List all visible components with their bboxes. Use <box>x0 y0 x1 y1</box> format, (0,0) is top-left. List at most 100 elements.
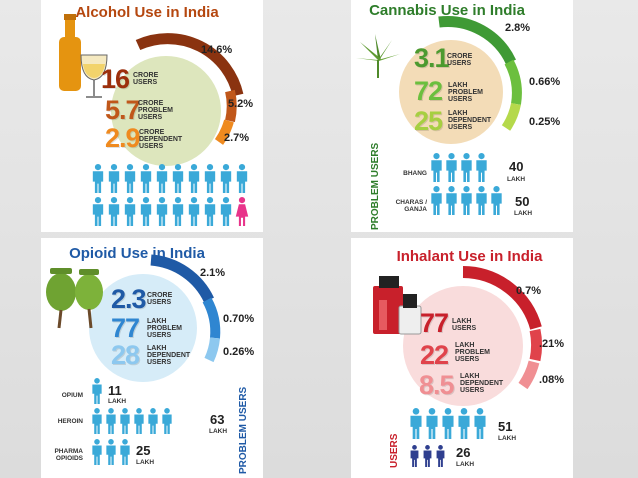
opioid-row-unit-heroin: LAKH <box>209 428 228 435</box>
person-icon <box>476 186 487 215</box>
person-icon <box>148 408 158 434</box>
cannabis-label-users: CRORE USERS <box>447 53 473 67</box>
person-icon <box>410 408 422 439</box>
alcohol-arc-middle <box>225 89 237 123</box>
person-icon <box>106 439 116 465</box>
inhalant-arc-middle <box>529 328 543 362</box>
opioid-number-problem: 77 <box>111 313 140 343</box>
opioid-people-pharma <box>91 439 131 465</box>
cannabis-number-users: 3.1 <box>414 43 450 73</box>
inhalant-row-unit-children: LAKH <box>456 461 475 468</box>
alcohol-pct-bot: 2.7% <box>224 132 250 144</box>
inhalant-title: Inhalant Use in India <box>396 248 543 265</box>
cannabis-leaf-icon <box>356 34 400 78</box>
alcohol-label-problem: CRORE PROBLEM USERS <box>138 100 173 121</box>
opioid-label-users: CRORE USERS <box>147 292 173 306</box>
opioid-row-value-opium: 11 <box>108 383 122 398</box>
opioid-pct-mid: 0.70% <box>223 313 255 325</box>
inhalant-circle <box>403 286 523 406</box>
cannabis-row-value-charas: 50 <box>515 194 530 209</box>
inhalant-graphics <box>373 266 543 406</box>
person-icon <box>458 408 470 439</box>
cannabis-people-charas <box>430 186 503 215</box>
cannabis-graphics <box>356 16 522 144</box>
cannabis-title: Cannabis Use in India <box>369 2 525 19</box>
person-icon <box>134 408 144 434</box>
person-icon <box>220 197 232 226</box>
person-icon <box>461 153 472 182</box>
bottle-icon <box>59 14 81 91</box>
cannabis-label-dependent: LAKH DEPENDENT USERS <box>448 110 492 131</box>
cannabis-row-unit-bhang: LAKH <box>507 176 526 183</box>
cannabis-side-label: PROBLEM USERS <box>370 142 381 230</box>
inhalant-side-label: USERS <box>389 433 400 468</box>
alcohol-arc-inner <box>214 119 234 145</box>
person-icon <box>423 445 432 467</box>
person-icon <box>188 197 200 226</box>
opioid-arc-middle <box>202 297 221 339</box>
inhalant-arc-inner <box>518 360 540 390</box>
opioid-row-value-heroin: 63 <box>210 412 225 427</box>
person-icon <box>431 153 442 182</box>
person-icon <box>436 445 445 467</box>
person-icon <box>120 408 130 434</box>
female-person-icon <box>235 197 249 226</box>
paint-can-icon <box>373 276 422 335</box>
cannabis-number-dependent: 25 <box>414 106 443 136</box>
cannabis-row-unit-charas: LAKH <box>514 210 533 217</box>
opioid-row-value-pharma: 25 <box>136 443 151 458</box>
cannabis-row-value-bhang: 40 <box>509 159 524 174</box>
cannabis-number-problem: 72 <box>414 76 443 106</box>
cannabis-circle <box>399 40 503 144</box>
alcohol-people-row-2 <box>91 197 249 226</box>
cannabis-row-label-bhang: BHANG <box>403 170 427 177</box>
alcohol-panel: Alcohol Use in India 14.6% 5.2% 2.7% 16 … <box>41 0 263 232</box>
alcohol-number-problem: 5.7 <box>105 95 141 125</box>
wine-glass-icon <box>80 54 108 98</box>
person-icon <box>92 408 102 434</box>
alcohol-label-dependent: CRORE DEPENDENT USERS <box>139 129 183 150</box>
inhalant-label-users: LAKH USERS <box>452 318 477 332</box>
cannabis-panel: Cannabis Use in India 2.8% 0.66% 0.25% 3… <box>351 0 573 232</box>
person-icon <box>172 164 184 193</box>
person-icon <box>461 186 472 215</box>
inhalant-people-children <box>409 445 446 467</box>
person-icon <box>106 408 116 434</box>
opioid-row-label-pharma: PHARMA OPIOIDS <box>54 448 83 462</box>
person-icon <box>474 408 486 439</box>
inhalant-number-problem: 22 <box>420 340 449 370</box>
person-icon <box>220 164 232 193</box>
cannabis-pct-bot: 0.25% <box>529 116 561 128</box>
alcohol-title: Alcohol Use in India <box>75 4 219 21</box>
person-icon <box>156 164 168 193</box>
alcohol-arc-outer <box>135 33 244 97</box>
alcohol-number-dependent: 2.9 <box>105 123 141 153</box>
alcohol-people-row-1 <box>91 164 249 193</box>
person-icon <box>156 197 168 226</box>
alcohol-pct-top: 14.6% <box>201 44 233 56</box>
cannabis-arc-inner <box>501 102 521 131</box>
opioid-title: Opioid Use in India <box>69 245 205 262</box>
cannabis-arc-middle <box>504 59 522 105</box>
person-icon <box>124 164 136 193</box>
inhalant-pct-bot: .08% <box>539 374 565 386</box>
person-icon <box>446 186 457 215</box>
opioid-side-label: PROBLEM USERS <box>238 386 249 474</box>
person-icon <box>140 197 152 226</box>
inhalant-row-unit-adults: LAKH <box>498 435 517 442</box>
person-icon <box>92 197 104 226</box>
person-icon <box>140 164 152 193</box>
cannabis-row-label-charas: CHARAS / GANJA <box>395 199 427 213</box>
opioid-panel: Opioid Use in India 2.1% 0.70% 0.26% 2.3… <box>41 238 263 478</box>
person-icon <box>426 408 438 439</box>
person-icon <box>442 408 454 439</box>
opioid-label-dependent: LAKH DEPENDENT USERS <box>147 345 191 366</box>
cannabis-pct-top: 2.8% <box>505 22 531 34</box>
opioid-row-unit-opium: LAKH <box>108 398 127 405</box>
opioid-arc-outer <box>150 254 214 303</box>
inhalant-label-dependent: LAKH DEPENDENT USERS <box>460 373 504 394</box>
cannabis-arc-outer <box>438 16 516 65</box>
inhalant-row-value-children: 26 <box>456 445 471 460</box>
person-icon <box>431 186 442 215</box>
opioid-label-problem: LAKH PROBLEM USERS <box>147 318 182 339</box>
